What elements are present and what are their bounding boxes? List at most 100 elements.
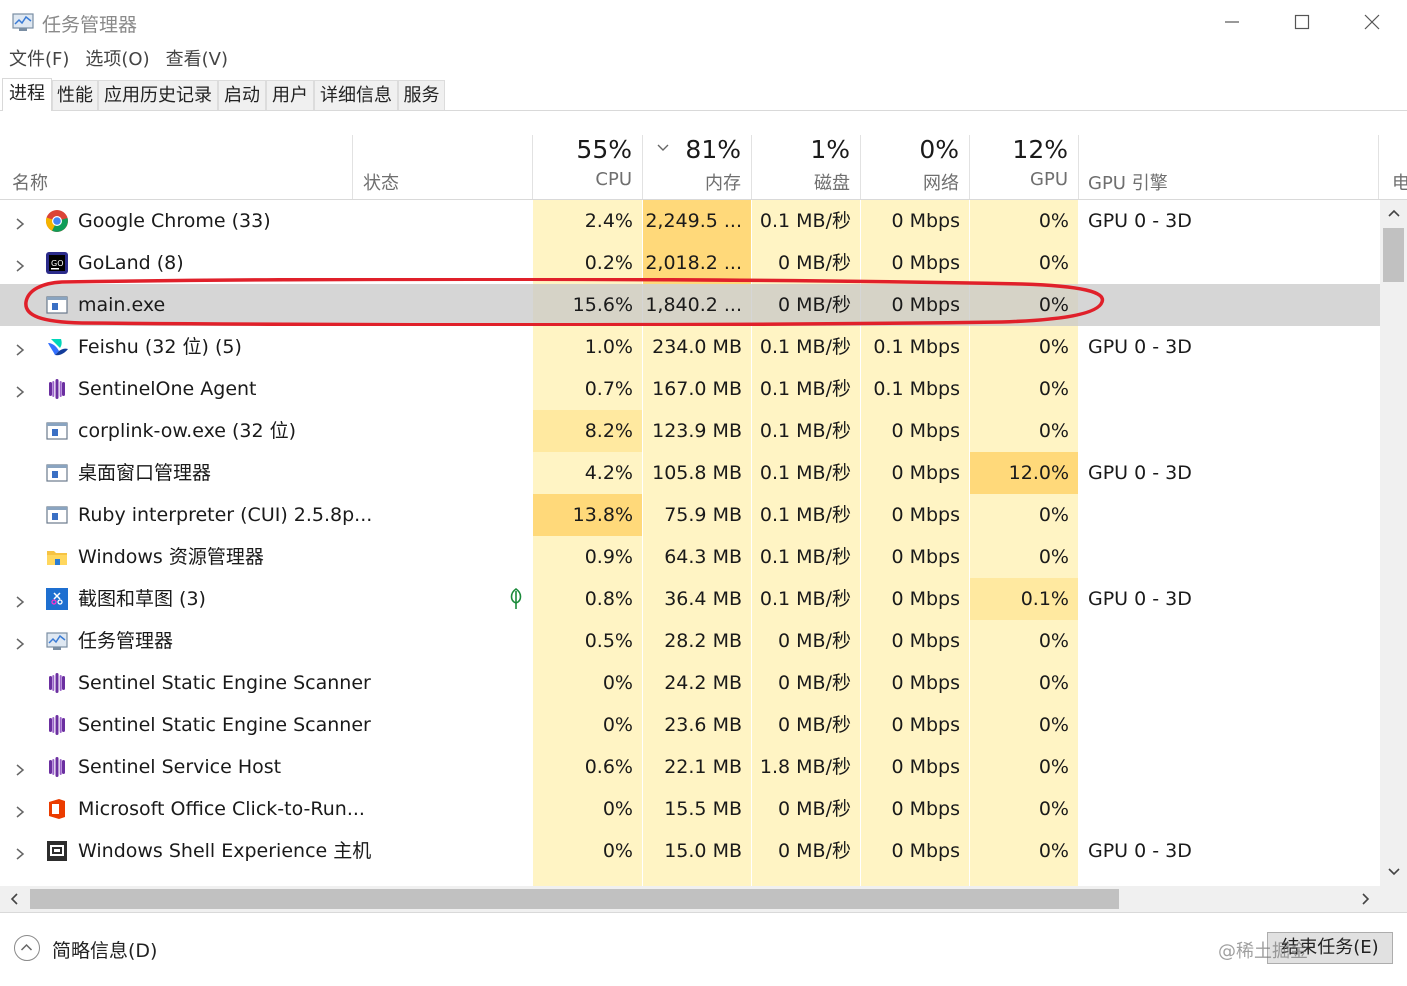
mem-cell: 105.8 MB [652, 462, 742, 484]
scroll-left-icon[interactable] [9, 892, 19, 906]
disk-cell: 0 MB/秒 [778, 714, 851, 736]
process-name: Microsoft Office Click-to-Run... [78, 798, 365, 820]
tab-details[interactable]: 详细信息 [314, 80, 398, 110]
expand-chevron-icon[interactable] [14, 635, 26, 650]
network-label: 网络 [923, 173, 959, 194]
process-row[interactable]: Ruby interpreter (CUI) 2.5.8p... 13.8% 75.… [0, 494, 1380, 536]
net-cell: 0 Mbps [891, 840, 960, 862]
gpu-engine-cell: GPU 0 - 3D [1088, 588, 1192, 610]
process-row[interactable]: Google Chrome (33) 2.4% 2,249.5 ... 0.1 MB/… [0, 200, 1380, 242]
process-row[interactable]: GO GoLand (8) 0.2% 2,018.2 ... 0 MB/秒 0 Mbps 0… [0, 242, 1380, 284]
net-cell: 0 Mbps [891, 672, 960, 694]
tab-processes[interactable]: 进程 [2, 78, 52, 111]
expand-chevron-icon[interactable] [14, 845, 26, 860]
task-manager-icon [12, 13, 34, 31]
gpu-cell: 0% [1038, 840, 1069, 862]
gpu-engine-cell: GPU 0 - 3D [1088, 210, 1192, 232]
process-row[interactable]: Feishu (32 位) (5) 1.0% 234.0 MB 0.1 MB/秒 0.1… [0, 326, 1380, 368]
disk-cell: 0.1 MB/秒 [759, 504, 851, 526]
expand-chevron-icon[interactable] [14, 761, 26, 776]
tab-users[interactable]: 用户 [266, 80, 314, 110]
expand-chevron-icon[interactable] [14, 257, 26, 272]
snip-icon [45, 587, 69, 611]
folder-icon [45, 545, 69, 569]
expand-chevron-icon[interactable] [14, 215, 26, 230]
gpu-cell: 0% [1038, 546, 1069, 568]
cpu-cell: 0.9% [584, 546, 633, 568]
tab-bar: 进程 性能 应用历史记录 启动 用户 详细信息 服务 [0, 78, 1407, 111]
process-name: 桌面窗口管理器 [78, 462, 212, 484]
mem-cell: 28.2 MB [664, 630, 742, 652]
process-row[interactable]: SentinelOne Agent 0.7% 167.0 MB 0.1 MB/秒 0.1… [0, 368, 1380, 410]
mem-cell: 167.0 MB [652, 378, 742, 400]
net-cell: 0 Mbps [891, 294, 960, 316]
process-row[interactable]: Sentinel Static Engine Scanner 0% 24.2 MB 0… [0, 662, 1380, 704]
footer: 简略信息(D) 结束任务(E) @稀土掘金 [0, 912, 1407, 986]
fewer-details-button[interactable] [14, 935, 40, 961]
goland-icon: GO [45, 251, 69, 275]
cpu-cell: 2.4% [584, 210, 633, 232]
fewer-details-label[interactable]: 简略信息(D) [52, 940, 158, 962]
col-gpu-engine-header[interactable]: GPU 引擎 [1088, 173, 1168, 194]
process-name: corplink-ow.exe (32 位) [78, 420, 296, 442]
col-name-header[interactable]: 名称 [12, 173, 48, 194]
process-row[interactable]: Sentinel Static Engine Scanner 0% 23.6 MB 0… [0, 704, 1380, 746]
process-row[interactable]: Sentinel Service Host 0.6% 22.1 MB 1.8 MB/秒… [0, 746, 1380, 788]
horizontal-scroll-thumb[interactable] [30, 889, 1119, 909]
gpu-engine-cell: GPU 0 - 3D [1088, 336, 1192, 358]
menu-file[interactable]: 文件(F) [9, 49, 70, 70]
disk-cell: 0.1 MB/秒 [759, 462, 851, 484]
expand-chevron-icon[interactable] [14, 593, 26, 608]
gpu-cell: 0% [1038, 420, 1069, 442]
close-icon [1364, 14, 1380, 30]
mem-cell: 24.2 MB [664, 672, 742, 694]
cpu-cell: 0.6% [584, 756, 633, 778]
close-button[interactable] [1337, 0, 1407, 44]
cpu-cell: 0% [602, 672, 633, 694]
scroll-right-icon[interactable] [1361, 892, 1371, 906]
scroll-up-icon[interactable] [1387, 208, 1401, 218]
process-name: 任务管理器 [78, 630, 174, 652]
col-status-header[interactable]: 状态 [363, 173, 399, 194]
mem-cell: 2,018.2 ... [643, 242, 751, 284]
net-cell: 0.1 Mbps [873, 336, 960, 358]
end-task-button[interactable]: 结束任务(E) [1267, 932, 1393, 964]
tab-services[interactable]: 服务 [398, 80, 445, 110]
process-row[interactable]: 桌面窗口管理器 4.2% 105.8 MB 0.1 MB/秒 0 Mbps 12.0% GP… [0, 452, 1380, 494]
gpu-cell: 0% [1038, 630, 1069, 652]
process-row[interactable]: 截图和草图 (3) 0.8% 36.4 MB 0.1 MB/秒 0 Mbps 0.1% GP… [0, 578, 1380, 620]
process-name: 截图和草图 (3) [78, 588, 206, 610]
cpu-cell: 8.2% [533, 410, 642, 452]
menu-options[interactable]: 选项(O) [85, 49, 150, 70]
menu-view[interactable]: 查看(V) [165, 49, 228, 70]
expand-chevron-icon[interactable] [14, 803, 26, 818]
cpu-total-pct: 55% [576, 135, 632, 164]
scroll-down-icon[interactable] [1387, 867, 1401, 877]
process-row[interactable]: main.exe 15.6% 1,840.2 ... 0 MB/秒 0 Mbps 0% [0, 284, 1380, 326]
gpu-total-pct: 12% [1012, 135, 1068, 164]
process-row[interactable]: Windows Shell Experience 主机 0% 15.0 MB 0 MB… [0, 830, 1380, 872]
cpu-cell: 0.5% [584, 630, 633, 652]
process-row[interactable]: Windows 资源管理器 0.9% 64.3 MB 0.1 MB/秒 0 Mbps 0% [0, 536, 1380, 578]
vertical-scrollbar[interactable] [1380, 200, 1407, 886]
col-power-header[interactable]: 电 [1392, 173, 1407, 194]
cpu-cell: 0% [602, 714, 633, 736]
expand-chevron-icon[interactable] [14, 383, 26, 398]
gpu-cell: 0% [1038, 378, 1069, 400]
gpu-cell: 0.1% [970, 578, 1078, 620]
process-row[interactable]: 任务管理器 0.5% 28.2 MB 0 MB/秒 0 Mbps 0% [0, 620, 1380, 662]
horizontal-scrollbar[interactable] [0, 886, 1380, 912]
vertical-scroll-thumb[interactable] [1383, 228, 1404, 282]
process-row[interactable]: Microsoft Office Click-to-Run... 0% 15.5 M… [0, 788, 1380, 830]
maximize-button[interactable] [1267, 0, 1337, 44]
tab-app-history[interactable]: 应用历史记录 [98, 80, 218, 110]
chrome-icon [45, 209, 69, 233]
process-row[interactable]: corplink-ow.exe (32 位) 8.2% 123.9 MB 0.1 MB… [0, 410, 1380, 452]
sentinel-icon [45, 671, 69, 695]
net-cell: 0.1 Mbps [873, 378, 960, 400]
tab-startup[interactable]: 启动 [218, 80, 266, 110]
disk-cell: 0.1 MB/秒 [759, 420, 851, 442]
expand-chevron-icon[interactable] [14, 341, 26, 356]
minimize-button[interactable] [1197, 0, 1267, 44]
tab-performance[interactable]: 性能 [52, 80, 98, 110]
